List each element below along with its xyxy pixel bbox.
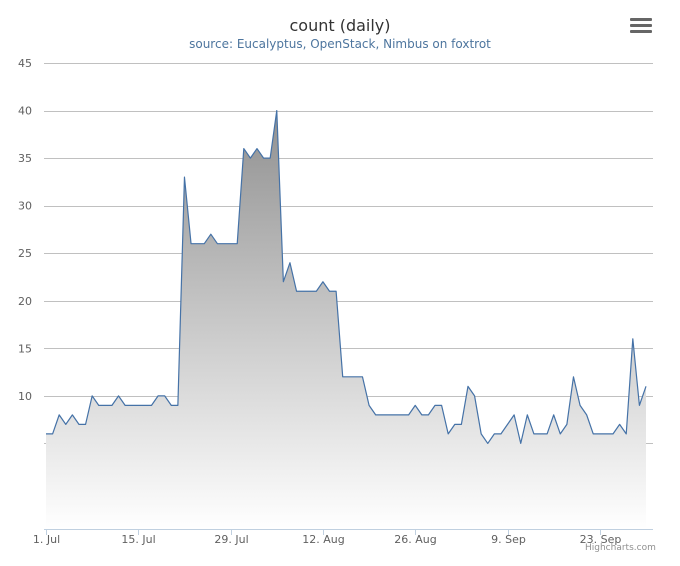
x-tick-label: 9. Sep <box>491 533 526 546</box>
x-tick-label: 15. Jul <box>121 533 155 546</box>
y-tick-label: 25 <box>18 247 32 260</box>
x-tick-label: 12. Aug <box>302 533 344 546</box>
highcharts-credits[interactable]: Highcharts.com <box>585 543 656 553</box>
y-tick-label: 10 <box>18 390 32 403</box>
x-tick-label: 26. Aug <box>394 533 436 546</box>
chart-title: count (daily) <box>289 16 391 35</box>
y-tick-label: 45 <box>18 57 32 70</box>
series-line[interactable] <box>46 109 647 445</box>
chart-subtitle: source: Eucalyptus, OpenStack, Nimbus on… <box>189 37 491 51</box>
y-tick-label: 15 <box>18 342 32 355</box>
y-tick-label: 30 <box>18 200 32 213</box>
hamburger-menu-icon-bar <box>630 30 652 33</box>
x-tick-label: 1. Jul <box>33 533 60 546</box>
x-tick-label: 29. Jul <box>214 533 248 546</box>
hamburger-menu-icon-bar <box>630 24 652 27</box>
series-area-fill <box>46 110 646 529</box>
chart-context-menu-button[interactable] <box>630 18 652 38</box>
y-tick-label: 40 <box>18 105 32 118</box>
y-tick-label: 35 <box>18 152 32 165</box>
y-tick-label: 20 <box>18 295 32 308</box>
x-tick-label: 23. Sep <box>580 533 622 546</box>
hamburger-menu-icon <box>630 18 652 21</box>
